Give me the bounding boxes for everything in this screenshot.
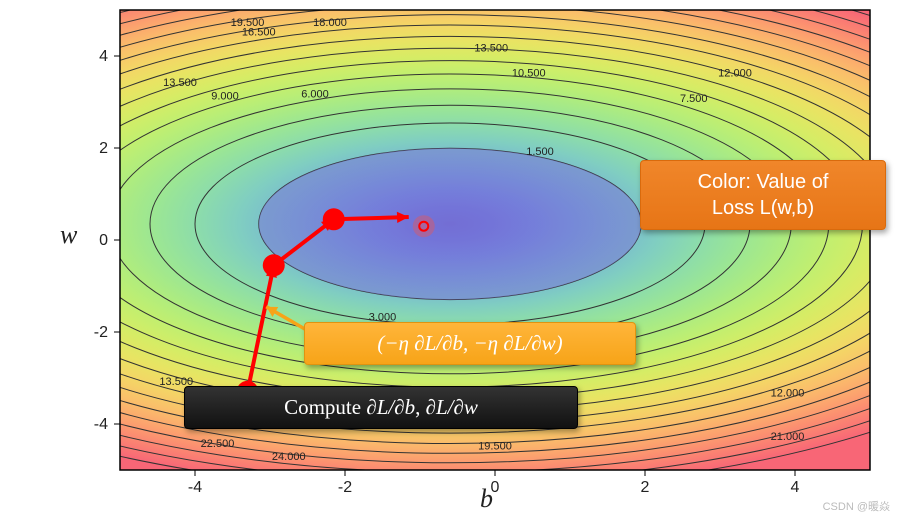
compute-gradient-box: Compute ∂L/∂b, ∂L/∂w <box>184 386 578 429</box>
update-vector-formula-box: (−η ∂L/∂b, −η ∂L/∂w) <box>304 322 636 365</box>
svg-text:2: 2 <box>641 479 650 496</box>
svg-text:4: 4 <box>791 479 800 496</box>
svg-text:-4: -4 <box>188 479 202 496</box>
svg-text:0: 0 <box>99 232 108 249</box>
svg-text:18.000: 18.000 <box>313 17 347 29</box>
svg-text:10.500: 10.500 <box>512 68 546 80</box>
svg-text:19.500: 19.500 <box>478 440 512 452</box>
y-axis-label: w <box>60 220 77 250</box>
watermark: CSDN @暖焱 <box>823 498 890 514</box>
svg-text:13.500: 13.500 <box>474 42 508 54</box>
gradient-descent-contour-plot: 1.5003.0006.0007.5009.00010.50010.50012.… <box>0 0 898 518</box>
plot-svg: 1.5003.0006.0007.5009.00010.50010.50012.… <box>0 0 898 518</box>
x-axis-label: b <box>480 484 493 514</box>
svg-text:21.000: 21.000 <box>771 431 805 443</box>
svg-text:9.000: 9.000 <box>211 91 239 103</box>
svg-text:-2: -2 <box>338 479 352 496</box>
svg-text:12.000: 12.000 <box>718 68 752 80</box>
svg-text:1.500: 1.500 <box>526 146 554 158</box>
svg-text:19.500: 19.500 <box>231 17 265 29</box>
svg-text:12.000: 12.000 <box>771 387 805 399</box>
svg-text:24.000: 24.000 <box>272 451 306 463</box>
svg-text:22.500: 22.500 <box>201 438 235 450</box>
svg-text:13.500: 13.500 <box>163 77 197 89</box>
svg-text:-4: -4 <box>94 416 108 433</box>
legend-color-meaning-box: Color: Value ofLoss L(w,b) <box>640 160 886 230</box>
svg-text:4: 4 <box>99 48 108 65</box>
svg-text:6.000: 6.000 <box>301 88 329 100</box>
svg-text:7.500: 7.500 <box>680 93 708 105</box>
svg-text:2: 2 <box>99 140 108 157</box>
svg-text:-2: -2 <box>94 324 108 341</box>
